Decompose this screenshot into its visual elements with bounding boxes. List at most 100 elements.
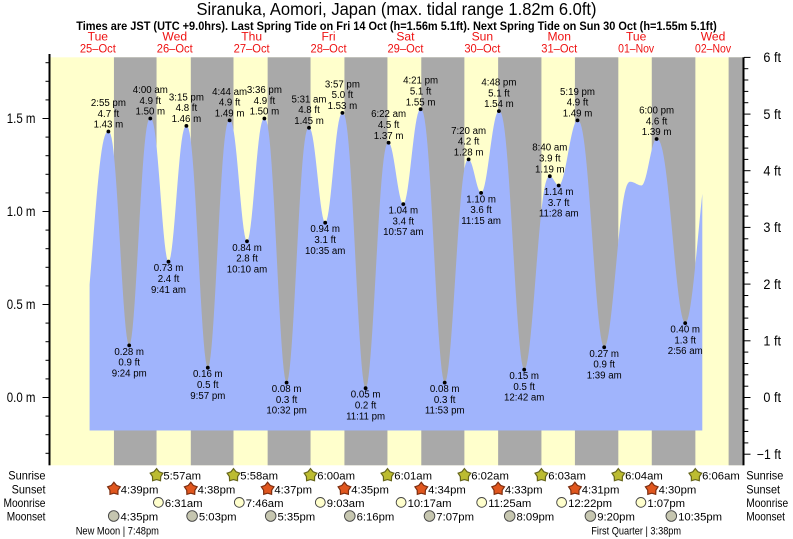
svg-text:4:33pm: 4:33pm: [505, 485, 543, 497]
svg-text:3:36 pm: 3:36 pm: [247, 85, 282, 96]
svg-text:4.5 ft: 4.5 ft: [378, 120, 400, 131]
svg-text:1 ft: 1 ft: [763, 334, 781, 349]
svg-text:9:20pm: 9:20pm: [597, 512, 635, 524]
svg-text:2:55 pm: 2:55 pm: [91, 98, 126, 109]
svg-text:2:56 am: 2:56 am: [668, 346, 703, 357]
svg-text:1.50 m: 1.50 m: [135, 107, 165, 118]
svg-text:1.37 m: 1.37 m: [374, 131, 404, 142]
svg-text:12:42 am: 12:42 am: [504, 393, 544, 404]
svg-text:1.39 m: 1.39 m: [642, 127, 672, 138]
svg-text:1.53 m: 1.53 m: [328, 101, 358, 112]
svg-text:Sunrise: Sunrise: [8, 469, 46, 483]
svg-text:31–Oct: 31–Oct: [541, 41, 578, 55]
svg-text:12:22pm: 12:22pm: [568, 498, 612, 510]
svg-text:0.08 m: 0.08 m: [272, 384, 302, 395]
svg-text:−1 ft: −1 ft: [757, 447, 781, 462]
svg-text:5.1 ft: 5.1 ft: [410, 87, 432, 98]
svg-text:1:07pm: 1:07pm: [647, 498, 685, 510]
svg-text:0.5 m: 0.5 m: [7, 297, 36, 312]
svg-text:4:38pm: 4:38pm: [198, 485, 236, 497]
svg-text:11:28 am: 11:28 am: [539, 209, 579, 220]
svg-text:0 ft: 0 ft: [763, 390, 781, 405]
svg-text:11:53 pm: 11:53 pm: [425, 406, 465, 417]
svg-text:4 ft: 4 ft: [763, 163, 781, 178]
svg-text:First Quarter | 3:38pm: First Quarter | 3:38pm: [591, 525, 681, 537]
svg-text:0.2 ft: 0.2 ft: [355, 401, 377, 412]
svg-text:5:57am: 5:57am: [163, 471, 201, 483]
svg-text:1.3 ft: 1.3 ft: [674, 335, 696, 346]
svg-text:0.3 ft: 0.3 ft: [434, 395, 456, 406]
svg-text:Moonset: Moonset: [7, 510, 46, 524]
svg-text:5 ft: 5 ft: [763, 107, 781, 122]
svg-text:3.4 ft: 3.4 ft: [393, 216, 415, 227]
svg-text:4.8 ft: 4.8 ft: [298, 105, 320, 116]
svg-text:3 ft: 3 ft: [763, 220, 781, 235]
svg-text:3.9 ft: 3.9 ft: [539, 154, 561, 165]
svg-text:6:16pm: 6:16pm: [357, 512, 395, 524]
svg-text:Tue: Tue: [88, 30, 109, 44]
svg-text:3.7 ft: 3.7 ft: [548, 198, 570, 209]
svg-text:2 ft: 2 ft: [763, 277, 781, 292]
svg-text:Sunrise: Sunrise: [746, 469, 784, 483]
svg-text:4.9 ft: 4.9 ft: [140, 96, 162, 107]
svg-text:0.9 ft: 0.9 ft: [118, 358, 140, 369]
svg-text:1.04 m: 1.04 m: [388, 206, 418, 217]
svg-text:01–Nov: 01–Nov: [618, 41, 654, 55]
svg-text:1.46 m: 1.46 m: [172, 114, 202, 125]
svg-text:4.9 ft: 4.9 ft: [254, 96, 276, 107]
svg-text:0.40 m: 0.40 m: [670, 325, 700, 336]
svg-text:0.5 ft: 0.5 ft: [513, 382, 535, 393]
svg-text:4.9 ft: 4.9 ft: [219, 98, 241, 109]
svg-text:4:34pm: 4:34pm: [428, 485, 466, 497]
svg-text:1.54 m: 1.54 m: [484, 99, 514, 110]
svg-text:8:40 am: 8:40 am: [532, 143, 567, 154]
svg-text:10:32 pm: 10:32 pm: [266, 406, 306, 417]
svg-text:27–Oct: 27–Oct: [234, 41, 271, 55]
svg-text:4.9 ft: 4.9 ft: [567, 98, 589, 109]
svg-text:Moonrise: Moonrise: [4, 496, 46, 510]
svg-text:4:48 pm: 4:48 pm: [481, 78, 516, 89]
svg-text:5:03pm: 5:03pm: [199, 512, 237, 524]
svg-text:2.8 ft: 2.8 ft: [236, 254, 258, 265]
svg-text:9:57 pm: 9:57 pm: [190, 391, 225, 402]
svg-text:11:25am: 11:25am: [488, 498, 531, 510]
svg-text:0.15 m: 0.15 m: [509, 371, 539, 382]
svg-text:9:03am: 9:03am: [327, 498, 365, 510]
svg-text:0.16 m: 0.16 m: [193, 369, 223, 380]
svg-text:0.9 ft: 0.9 ft: [593, 360, 615, 371]
svg-text:3:15 pm: 3:15 pm: [169, 92, 204, 103]
svg-text:6:01am: 6:01am: [394, 471, 432, 483]
svg-text:4:30pm: 4:30pm: [659, 485, 697, 497]
svg-text:1.19 m: 1.19 m: [535, 164, 565, 175]
svg-text:1.43 m: 1.43 m: [94, 120, 124, 131]
svg-text:9:41 am: 9:41 am: [151, 285, 186, 296]
svg-text:1.5 m: 1.5 m: [7, 111, 36, 126]
svg-text:1.0 m: 1.0 m: [7, 204, 36, 219]
svg-text:29–Oct: 29–Oct: [387, 41, 424, 55]
svg-text:Tue: Tue: [626, 30, 647, 44]
svg-text:Sunset: Sunset: [746, 483, 781, 497]
svg-text:6 ft: 6 ft: [763, 50, 781, 65]
svg-text:02–Nov: 02–Nov: [695, 41, 731, 55]
svg-text:5:58am: 5:58am: [240, 471, 278, 483]
svg-text:1.49 m: 1.49 m: [215, 109, 245, 120]
svg-text:1.28 m: 1.28 m: [454, 148, 484, 159]
svg-text:4.6 ft: 4.6 ft: [646, 116, 668, 127]
svg-text:4.7 ft: 4.7 ft: [98, 109, 120, 120]
svg-text:1.14 m: 1.14 m: [544, 187, 574, 198]
svg-text:Moonset: Moonset: [746, 510, 785, 524]
svg-text:4.2 ft: 4.2 ft: [458, 137, 480, 148]
svg-text:5:35pm: 5:35pm: [278, 512, 316, 524]
svg-text:0.73 m: 0.73 m: [154, 263, 184, 274]
svg-text:4:37pm: 4:37pm: [274, 485, 312, 497]
svg-text:6:22 am: 6:22 am: [371, 109, 406, 120]
svg-text:5.1 ft: 5.1 ft: [488, 88, 510, 99]
svg-text:7:46am: 7:46am: [246, 498, 284, 510]
svg-text:0.0 m: 0.0 m: [7, 390, 36, 405]
svg-text:Moonrise: Moonrise: [746, 496, 788, 510]
svg-text:New Moon | 7:48pm: New Moon | 7:48pm: [76, 525, 159, 537]
svg-text:2.4 ft: 2.4 ft: [158, 274, 180, 285]
svg-text:0.94 m: 0.94 m: [310, 224, 340, 235]
svg-text:6:00am: 6:00am: [317, 471, 355, 483]
svg-text:0.08 m: 0.08 m: [430, 384, 460, 395]
